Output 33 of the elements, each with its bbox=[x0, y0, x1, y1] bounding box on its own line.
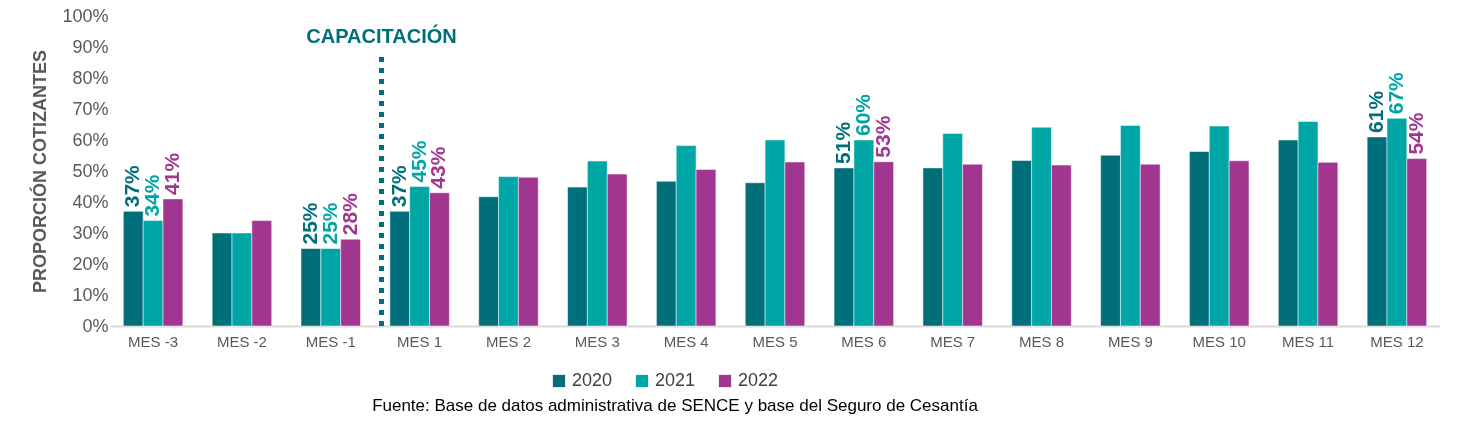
x-tick-label: MES 4 bbox=[663, 332, 709, 350]
data-label: 54% bbox=[1403, 112, 1427, 155]
y-tick-label: 40% bbox=[72, 191, 109, 212]
x-tick-label: MES 3 bbox=[574, 332, 620, 350]
x-tick-label: MES -1 bbox=[305, 332, 356, 350]
y-tick-label: 50% bbox=[72, 160, 109, 181]
y-tick-label: 10% bbox=[72, 284, 109, 305]
x-tick-label: MES 10 bbox=[1192, 332, 1246, 350]
x-tick-label: MES 12 bbox=[1370, 332, 1424, 350]
y-tick-label: 70% bbox=[72, 98, 109, 119]
x-tick-label: MES 1 bbox=[397, 332, 443, 350]
y-tick-label: 60% bbox=[72, 129, 109, 150]
y-tick-label: 100% bbox=[62, 5, 109, 26]
x-tick-label: MES 9 bbox=[1107, 332, 1153, 350]
y-tick-label: 90% bbox=[72, 36, 109, 57]
legend-label: 2021 bbox=[655, 370, 696, 390]
legend-label: 2020 bbox=[572, 370, 613, 390]
legend-label: 2022 bbox=[738, 370, 779, 390]
x-tick-label: MES 2 bbox=[485, 332, 531, 350]
source-note: Fuente: Base de datos administrativa de SENCE y base del Seguro de Cesantía bbox=[372, 396, 979, 415]
y-tick-label: 30% bbox=[72, 222, 109, 243]
y-tick-label: 20% bbox=[72, 253, 109, 274]
y-axis-title: PROPORCIÓN COTIZANTES bbox=[29, 49, 51, 294]
x-tick-label: MES -2 bbox=[216, 332, 267, 350]
x-tick-label: MES 5 bbox=[752, 332, 798, 350]
x-tick-label: MES 6 bbox=[841, 332, 887, 350]
ref-line-label: CAPACITACIÓN bbox=[306, 24, 457, 47]
y-tick-label: 0% bbox=[82, 315, 109, 336]
x-tick-label: MES 8 bbox=[1019, 332, 1065, 350]
x-tick-label: MES 11 bbox=[1281, 332, 1335, 350]
x-tick-label: MES -3 bbox=[128, 332, 179, 350]
x-tick-label: MES 7 bbox=[930, 332, 976, 350]
y-tick-label: 80% bbox=[72, 67, 109, 88]
